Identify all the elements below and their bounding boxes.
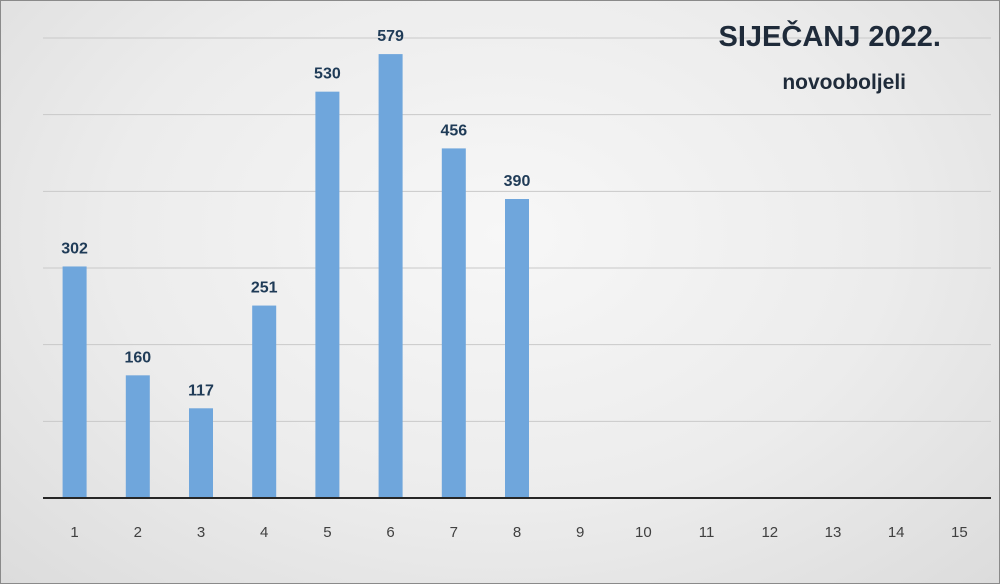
bar-4[interactable]: [252, 305, 277, 498]
bar-3[interactable]: [189, 408, 213, 498]
x-tick-label-5: 5: [323, 524, 331, 541]
x-tick-label-11: 11: [699, 524, 715, 541]
bar-7[interactable]: [441, 148, 466, 498]
x-tick-label-3: 3: [197, 524, 205, 541]
data-label-3: 117: [188, 382, 214, 399]
x-tick-label-4: 4: [260, 524, 268, 541]
x-tick-label-15: 15: [951, 524, 968, 541]
x-tick-label-12: 12: [761, 524, 778, 541]
bar-6[interactable]: [378, 54, 403, 498]
bar-1[interactable]: [62, 266, 87, 498]
data-label-2: 160: [124, 349, 151, 366]
data-label-4: 251: [251, 280, 278, 297]
data-label-1: 302: [61, 240, 88, 257]
bar-5[interactable]: [315, 91, 340, 499]
chart-title: SIJEČANJ 2022.: [718, 21, 941, 53]
data-label-5: 530: [314, 66, 341, 83]
bar-8[interactable]: [505, 199, 529, 498]
x-tick-label-1: 1: [70, 524, 78, 541]
x-tick-label-7: 7: [450, 524, 458, 541]
chart-subtitle: novooboljeli: [782, 71, 906, 94]
x-tick-label-9: 9: [576, 524, 584, 541]
x-tick-label-10: 10: [635, 524, 652, 541]
bar-2[interactable]: [125, 375, 150, 498]
x-tick-label-2: 2: [134, 524, 142, 541]
data-label-7: 456: [440, 122, 467, 139]
data-label-8: 390: [504, 173, 531, 190]
x-tick-label-14: 14: [888, 524, 905, 541]
bars: [62, 54, 529, 499]
data-label-6: 579: [377, 28, 404, 45]
data-labels: 302 160 117 251 530 579 456 390: [61, 28, 530, 399]
x-tick-label-13: 13: [825, 524, 842, 541]
x-axis: 1 2 3 4 5 6 7 8 9 10 11 12 13 14 15: [43, 497, 991, 541]
x-tick-label-6: 6: [386, 524, 394, 541]
x-tick-label-8: 8: [513, 524, 521, 541]
